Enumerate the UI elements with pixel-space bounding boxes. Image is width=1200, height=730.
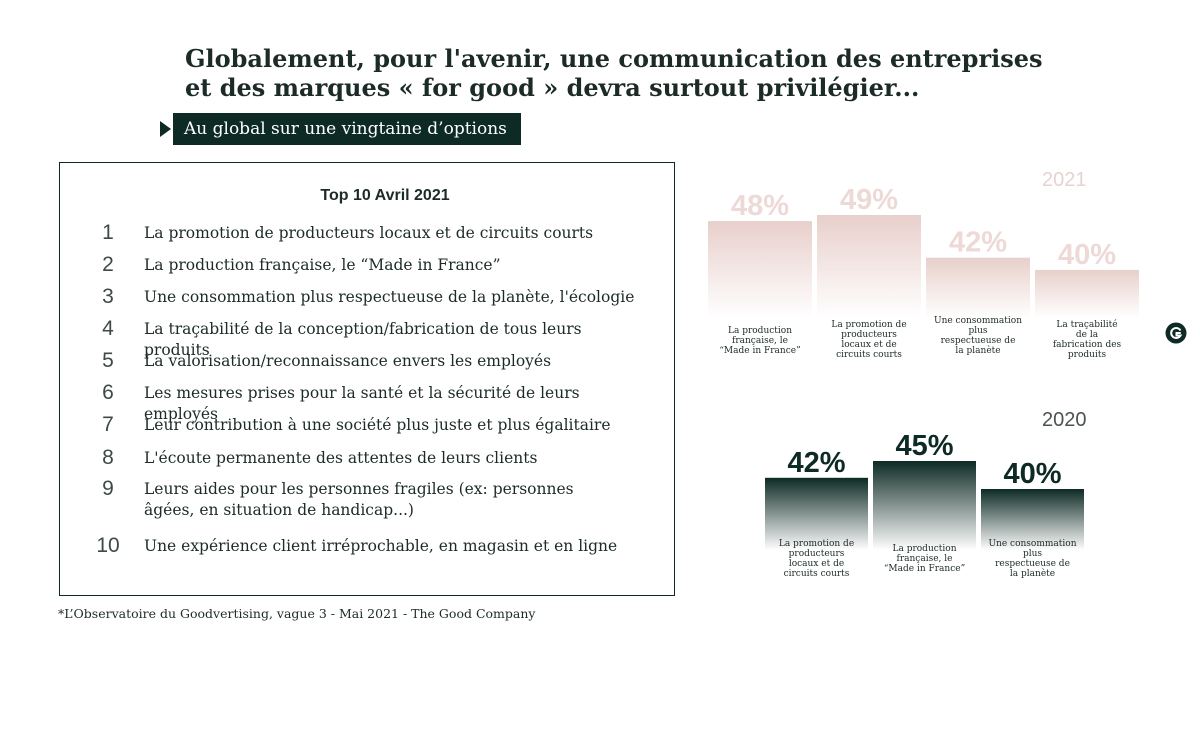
goodvertising-logo-icon (1165, 322, 1187, 344)
category-label: respectueuse de (941, 336, 1016, 346)
category-label: producteurs (841, 330, 897, 340)
rank-label: Leur contribution à une société plus jus… (144, 416, 611, 434)
top10-panel: Top 10 Avril 2021 1 La promotion de prod… (59, 162, 675, 596)
source-footnote: *L’Observatoire du Goodvertising, vague … (58, 606, 536, 621)
bar (708, 221, 812, 318)
category-label: fabrication des (1053, 340, 1122, 350)
bar-value-label: 42% (949, 227, 1007, 259)
rank-number: 1 (102, 221, 114, 244)
page-title: Globalement, pour l'avenir, une communic… (185, 44, 1043, 102)
category-label: plus (968, 326, 987, 336)
rank-label: Les mesures prises pour la santé et la s… (144, 384, 580, 423)
category-label: de la (1076, 330, 1099, 340)
rank-label: L'écoute permanente des attentes de leur… (144, 449, 538, 467)
chart-2021-title: 2021 (1042, 169, 1087, 191)
bar (817, 215, 921, 318)
category-label: la planète (955, 345, 1000, 356)
rank-number: 5 (102, 349, 114, 372)
bar (1035, 269, 1139, 318)
rank-label: Leurs aides pour les personnes fragiles … (144, 480, 574, 519)
rank-label: La promotion de producteurs locaux et de… (144, 224, 594, 242)
rank-label: Une expérience client irréprochable, en … (144, 537, 618, 555)
category-label: locaux et de (841, 340, 896, 350)
category-label: circuits courts (836, 350, 902, 360)
bar-value-label: 40% (1058, 239, 1116, 271)
subtitle-banner: Au global sur une vingtaine d’options (173, 113, 521, 145)
rank-number: 9 (102, 477, 114, 500)
rank-label: Une consommation plus respectueuse de la… (144, 288, 635, 306)
category-label: La production (728, 326, 792, 336)
bar-value-label: 48% (731, 190, 789, 222)
rank-label: La production française, le “Made in Fra… (144, 256, 501, 274)
top10-heading: Top 10 Avril 2021 (320, 187, 450, 204)
rank-number: 6 (102, 381, 114, 404)
category-label: La traçabilité (1056, 319, 1117, 330)
rank-number: 8 (102, 446, 114, 469)
category-label: Une consommation (934, 316, 1022, 326)
category-label: produits (1068, 350, 1107, 360)
rank-number: 10 (96, 534, 120, 557)
bar-value-label: 49% (840, 184, 898, 216)
category-label: La promotion de (831, 320, 906, 330)
rank-number: 3 (102, 285, 114, 308)
category-label: française, le (732, 336, 788, 346)
rank-label: La valorisation/reconnaissance envers le… (144, 352, 552, 370)
bar (926, 257, 1030, 318)
rank-number: 2 (102, 253, 114, 276)
category-label: “Made in France” (719, 345, 800, 356)
play-arrow-icon (160, 121, 171, 137)
rank-label: La traçabilité de la conception/fabricat… (144, 320, 582, 359)
rank-number: 7 (102, 413, 114, 436)
chart-2020-title: 2020 (1042, 409, 1087, 431)
rank-number: 4 (102, 317, 114, 340)
